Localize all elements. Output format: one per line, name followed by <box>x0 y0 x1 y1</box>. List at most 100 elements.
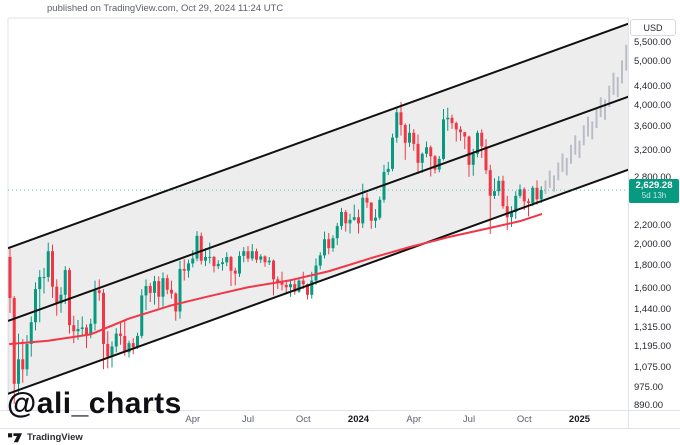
candle-body <box>25 343 29 370</box>
candle-body <box>263 256 267 263</box>
time-axis-month-label: Jul <box>241 414 255 425</box>
candle-body <box>72 325 76 332</box>
candle-body <box>476 132 479 154</box>
candle-body <box>386 168 390 172</box>
time-axis[interactable]: Apr Jul Oct 2024 Apr Jul Oct 2025 <box>0 410 680 429</box>
candle-body <box>365 197 369 203</box>
candle-body <box>348 219 352 224</box>
candle-body <box>505 206 509 218</box>
candle-body <box>433 156 437 170</box>
plot-content <box>8 22 633 404</box>
candle-body <box>535 187 539 200</box>
candle-body <box>493 191 496 196</box>
price-axis-label: 5,500.00 <box>634 37 671 48</box>
time-axis-year-label: 2025 <box>568 414 591 425</box>
price-axis[interactable]: 5,500.00 5,000.00 4,400.00 4,000.00 3,600.00… <box>628 18 680 428</box>
candle-body <box>229 256 233 271</box>
candle-body <box>85 327 88 335</box>
candle-body <box>361 197 365 224</box>
price-axis-label: 1,195.00 <box>634 341 671 353</box>
candle-body <box>12 298 16 384</box>
candle-body <box>76 328 80 332</box>
candle-body <box>280 282 284 285</box>
candle-body <box>420 153 424 163</box>
candle-body <box>131 343 135 348</box>
candle-body <box>527 201 530 203</box>
candle-body <box>102 292 105 344</box>
candle-body <box>276 279 280 283</box>
candle-body <box>110 346 114 357</box>
candle-body <box>454 123 458 130</box>
currency-unit-label: USD <box>643 22 663 33</box>
candle-body <box>284 284 288 288</box>
channel-upper-line <box>8 22 628 250</box>
candle-body <box>174 293 178 312</box>
candle-body <box>242 251 246 256</box>
candle-body <box>429 147 433 157</box>
candle-body <box>8 256 12 299</box>
candle-body <box>331 238 335 249</box>
channel-lower-line <box>8 168 628 395</box>
candle-body <box>144 286 148 296</box>
candle-body <box>97 290 101 293</box>
candle-body <box>310 280 314 295</box>
candle-body <box>178 268 182 312</box>
currency-unit-button[interactable]: USD <box>630 19 676 36</box>
price-axis-label: 1,440.00 <box>634 304 671 316</box>
bar-close-countdown: 5d 13h <box>641 190 667 200</box>
candle-body <box>140 295 144 336</box>
candle-body <box>106 343 110 357</box>
candle-body <box>531 187 535 203</box>
candle-body <box>195 235 199 259</box>
candle-body <box>374 217 377 221</box>
time-axis-month-label: Oct <box>516 414 532 425</box>
candle-body <box>306 284 309 295</box>
projected-bars-group <box>544 44 628 194</box>
candle-body <box>191 258 195 264</box>
time-axis-month-label: Apr <box>406 414 422 425</box>
candle-body <box>153 281 156 293</box>
candle-body <box>395 112 399 138</box>
candle-body <box>297 280 301 292</box>
tradingview-logo-icon <box>8 433 23 443</box>
price-axis-label: 2,800.00 <box>634 171 671 183</box>
parallel-channel[interactable] <box>8 22 633 395</box>
price-axis-label: 1,075.00 <box>634 362 671 374</box>
tradingview-attribution[interactable]: TradingView <box>8 430 83 444</box>
price-axis-label: 4,000.00 <box>634 100 671 112</box>
candle-body <box>148 286 152 293</box>
candle-body <box>114 333 118 347</box>
candle-body <box>416 143 420 163</box>
candle-body <box>187 263 190 271</box>
price-axis-label: 4,400.00 <box>634 81 671 93</box>
price-axis-label: 3,200.00 <box>634 144 671 156</box>
candle-body <box>403 124 407 143</box>
price-axis-label: 5,000.00 <box>634 55 671 67</box>
candle-body <box>136 335 139 348</box>
candle-body <box>293 284 297 292</box>
candle-body <box>412 132 416 144</box>
candle-body <box>289 284 292 288</box>
candle-body <box>335 226 339 239</box>
candle-body <box>80 327 84 329</box>
candle-body <box>21 359 25 370</box>
candle-body <box>170 289 173 294</box>
candle-body <box>399 112 403 125</box>
price-axis-label: 1,315.00 <box>634 322 671 334</box>
candle-body <box>17 359 20 384</box>
candle-body <box>391 137 394 169</box>
channel-middle-line <box>8 95 628 322</box>
time-axis-month-label: Jul <box>462 414 476 425</box>
candle-body <box>38 277 42 290</box>
candle-body <box>34 289 37 323</box>
candle-body <box>89 323 93 335</box>
candle-body <box>29 322 33 344</box>
candle-body <box>327 239 331 249</box>
price-axis-label: 975.00 <box>634 381 664 393</box>
time-axis-year-label: 2024 <box>347 414 370 425</box>
time-axis-month-label: Oct <box>295 414 311 425</box>
candle-body <box>42 277 46 279</box>
last-price-badge[interactable]: 2,629.28 5d 13h <box>629 178 679 203</box>
